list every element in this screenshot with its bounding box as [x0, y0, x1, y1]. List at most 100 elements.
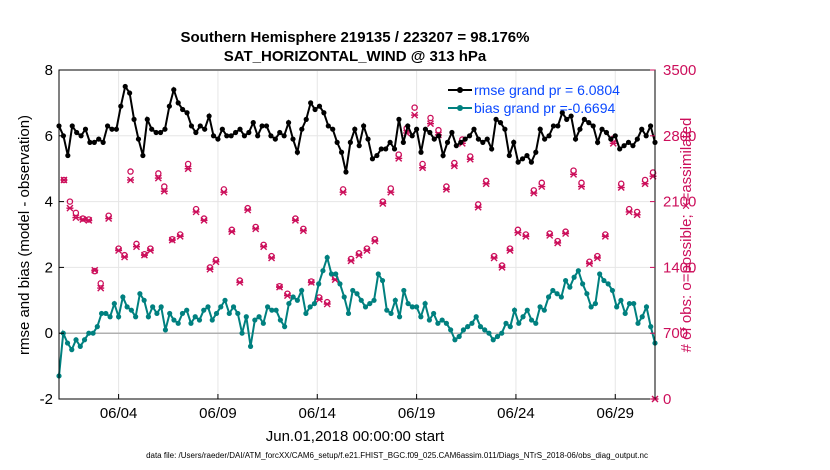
- bias-point: [456, 333, 462, 340]
- bias-point: [371, 297, 377, 303]
- rmse-point: [87, 139, 93, 145]
- bias-point: [222, 297, 228, 303]
- obs-assimilated-marker: [315, 295, 323, 303]
- rmse-point: [466, 133, 473, 139]
- bias-point: [537, 304, 543, 310]
- bias-point: [235, 310, 241, 317]
- bias-point: [265, 304, 271, 310]
- bias-point: [490, 337, 496, 343]
- rmse-point: [440, 152, 446, 159]
- obs-possible-marker: [141, 250, 148, 258]
- rmse-point: [347, 139, 353, 145]
- bias-point: [243, 314, 249, 320]
- obs-assimilated-marker: [538, 183, 546, 191]
- bias-point: [511, 307, 518, 313]
- bias-point: [299, 287, 305, 294]
- rmse-point: [391, 146, 398, 152]
- rmse-point: [131, 116, 137, 122]
- rmse-point: [617, 146, 623, 152]
- bias-point: [226, 310, 232, 317]
- bias-point: [145, 314, 151, 320]
- rmse-point: [193, 129, 199, 136]
- obs-assimilated-marker: [91, 266, 99, 274]
- rmse-point: [127, 90, 133, 96]
- rmse-point: [74, 129, 80, 136]
- obs-assimilated-marker: [466, 155, 474, 163]
- obs-count-markers: [60, 104, 659, 403]
- bias-point: [609, 287, 616, 294]
- rmse-point: [537, 126, 543, 132]
- rmse-point: [361, 123, 367, 129]
- y-axis-label-left: rmse and bias (model - observation): [16, 115, 33, 355]
- bias-point: [290, 294, 296, 300]
- obs-assimilated-marker: [105, 215, 113, 223]
- bias-point: [648, 324, 654, 330]
- bias-point: [150, 304, 156, 310]
- obs-assimilated-marker: [146, 246, 154, 254]
- bias-point: [401, 287, 407, 294]
- rmse-point: [639, 126, 645, 132]
- rmse-point: [414, 126, 420, 132]
- x-axis-label: Jun.01,2018 00:00:00 start: [266, 428, 445, 445]
- bias-point: [158, 304, 164, 310]
- bias-point: [409, 304, 415, 310]
- rmse-point: [625, 139, 632, 145]
- rmse-point: [484, 136, 490, 142]
- bias-point: [188, 320, 194, 326]
- rmse-point: [263, 123, 270, 129]
- obs-assimilated-marker: [160, 187, 168, 195]
- rmse-point: [215, 136, 221, 142]
- bias-point: [494, 333, 501, 340]
- rmse-point: [308, 100, 314, 106]
- obs-assimilated-marker: [228, 228, 236, 236]
- bias-point: [520, 314, 526, 320]
- bias-point: [580, 281, 586, 287]
- rmse-point: [612, 133, 618, 139]
- bias-point: [286, 300, 292, 307]
- rmse-point: [475, 136, 482, 142]
- obs-assimilated-marker: [85, 216, 93, 224]
- rmse-point: [352, 126, 358, 132]
- obs-assimilated-marker: [97, 284, 105, 292]
- rmse-point: [555, 123, 561, 129]
- obs-possible-marker: [570, 167, 577, 174]
- rmse-point: [259, 123, 265, 129]
- rmse-point: [643, 133, 649, 139]
- rmse-point: [634, 136, 640, 142]
- obs-possible-marker: [66, 198, 74, 205]
- rmse-point: [603, 129, 610, 136]
- bias-point: [550, 287, 556, 294]
- y-tick-label-left: 0: [45, 325, 53, 342]
- bias-point: [128, 307, 134, 313]
- obs-assimilated-marker: [522, 232, 530, 240]
- chart-title: Southern Hemisphere 219135 / 223207 = 98…: [181, 29, 530, 46]
- obs-assimilated-marker: [140, 251, 148, 259]
- bias-point: [384, 307, 390, 313]
- bias-point: [192, 314, 198, 320]
- bias-point: [107, 314, 113, 320]
- rmse-point: [184, 110, 190, 116]
- obs-possible-marker: [91, 267, 99, 275]
- x-tick-label: 06/24: [497, 405, 535, 422]
- y-tick-label-right: 2100: [663, 194, 696, 211]
- y-tick-label-left: 4: [45, 194, 53, 211]
- obs-assimilated-marker: [419, 164, 427, 172]
- rmse-point: [621, 143, 627, 149]
- x-tick-label: 06/09: [199, 405, 237, 422]
- bias-point: [588, 304, 594, 310]
- rmse-point: [405, 123, 411, 129]
- bias-point: [622, 310, 628, 317]
- rmse-point: [157, 129, 164, 136]
- bias-point: [90, 330, 96, 336]
- bias-point: [571, 274, 577, 280]
- rmse-point: [118, 103, 124, 109]
- bias-point: [205, 304, 211, 310]
- bias-point: [533, 320, 539, 326]
- bias-point: [626, 300, 633, 307]
- rmse-point: [599, 126, 605, 132]
- bias-point: [303, 310, 309, 317]
- rmse-point: [153, 129, 159, 136]
- bias-point: [524, 307, 530, 313]
- rmse-point: [171, 87, 177, 93]
- bias-point: [111, 300, 117, 307]
